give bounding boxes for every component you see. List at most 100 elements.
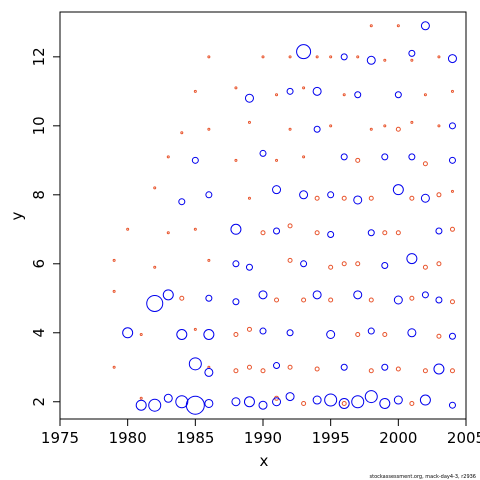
data-point — [162, 289, 174, 301]
data-point — [406, 253, 418, 265]
data-point — [369, 127, 373, 131]
data-point — [355, 261, 361, 267]
data-point — [326, 329, 336, 339]
data-point — [288, 55, 292, 59]
data-point — [275, 93, 279, 97]
data-point — [232, 260, 240, 268]
data-point — [296, 44, 312, 60]
data-point — [324, 393, 338, 407]
data-point — [382, 230, 388, 236]
data-point — [364, 390, 378, 404]
data-point — [383, 124, 387, 128]
data-point — [367, 327, 375, 335]
data-point — [328, 297, 334, 303]
data-point — [247, 120, 251, 124]
data-point — [422, 264, 428, 270]
x-tick-label: 1985 — [176, 429, 214, 447]
x-tick-label: 1995 — [312, 429, 350, 447]
data-point — [301, 400, 307, 406]
data-point — [433, 363, 445, 375]
data-point — [139, 332, 143, 336]
data-point — [313, 125, 321, 133]
data-point — [302, 86, 306, 90]
data-point — [272, 397, 282, 407]
data-point — [163, 393, 173, 403]
data-point — [436, 261, 442, 267]
data-point — [244, 93, 254, 103]
y-tick-label: 4 — [30, 328, 48, 338]
y-tick-label: 2 — [30, 397, 48, 407]
data-point — [245, 263, 253, 271]
data-point — [367, 229, 375, 237]
data-point — [153, 186, 157, 190]
data-point — [234, 86, 238, 90]
x-tick-label: 1980 — [109, 429, 147, 447]
data-point — [207, 258, 211, 262]
data-point — [233, 368, 239, 374]
x-tick-label: 2000 — [379, 429, 417, 447]
data-point — [341, 261, 347, 267]
y-tick-label: 12 — [30, 47, 48, 66]
data-point — [340, 53, 348, 61]
y-tick-label: 6 — [30, 259, 48, 269]
data-point — [275, 158, 279, 162]
data-point — [407, 328, 417, 338]
data-point — [408, 49, 416, 57]
data-point — [185, 395, 205, 415]
data-point — [135, 399, 147, 411]
data-point — [448, 401, 456, 409]
credit-text: stockassessment.org, mack-day4-3, r2936 — [370, 474, 477, 480]
data-point — [381, 363, 389, 371]
data-point — [396, 24, 400, 28]
data-point — [258, 290, 268, 300]
data-point — [273, 362, 281, 370]
data-point — [139, 396, 143, 400]
data-point — [193, 327, 197, 331]
data-point — [148, 398, 162, 412]
data-point — [392, 184, 404, 196]
data-point — [449, 368, 455, 374]
data-point — [203, 328, 215, 340]
data-point — [302, 155, 306, 159]
data-point — [246, 326, 252, 332]
data-point — [259, 149, 267, 157]
data-point — [381, 153, 389, 161]
data-point — [175, 395, 189, 409]
data-point — [420, 193, 430, 203]
data-point — [205, 294, 213, 302]
data-point — [436, 333, 442, 339]
data-point — [356, 55, 360, 59]
data-point — [436, 192, 442, 198]
data-point — [112, 258, 116, 262]
data-point — [204, 398, 214, 408]
data-point — [314, 195, 320, 201]
data-point — [179, 295, 185, 301]
data-point — [207, 55, 211, 59]
data-point — [437, 124, 441, 128]
data-point — [272, 185, 282, 195]
data-point — [354, 91, 362, 99]
data-point — [408, 153, 416, 161]
data-point — [421, 291, 429, 299]
data-point — [340, 153, 348, 161]
data-point — [287, 223, 293, 229]
data-point — [366, 55, 376, 65]
data-point — [299, 190, 309, 200]
data-point — [205, 191, 213, 199]
data-point — [329, 55, 333, 59]
data-point — [369, 24, 373, 28]
data-point — [422, 368, 428, 374]
data-point — [382, 331, 388, 337]
data-point — [437, 55, 441, 59]
data-point — [368, 195, 374, 201]
data-point — [258, 400, 268, 410]
data-point — [448, 332, 456, 340]
data-point — [450, 189, 454, 193]
data-point — [146, 294, 164, 312]
data-point — [288, 127, 292, 131]
data-point — [260, 230, 266, 236]
data-point — [447, 54, 457, 64]
data-point — [448, 156, 456, 164]
